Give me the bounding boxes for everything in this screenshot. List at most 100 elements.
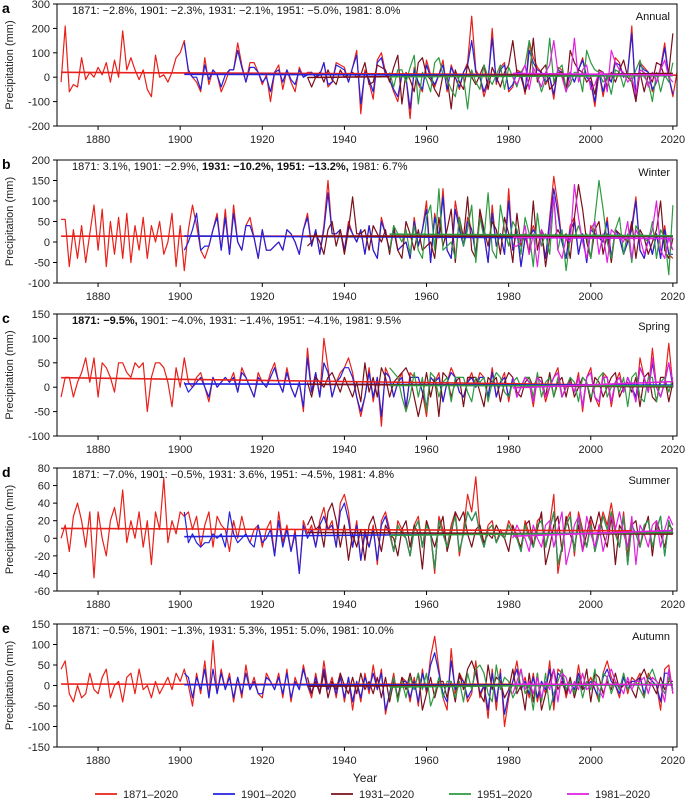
trend-value: 1981: 9.5% [345, 315, 401, 327]
series-group [61, 175, 674, 276]
plot-frame [56, 159, 678, 284]
y-tick-label: 80 [38, 463, 50, 475]
panel-letter: b [2, 156, 11, 172]
x-tick-label: 1920 [250, 444, 274, 456]
trend-value: 1931: 5.3%, [208, 625, 270, 637]
series-group [60, 635, 674, 728]
series-line-1931 [306, 502, 674, 570]
trend-value: 1901: −4.0%, [141, 315, 209, 327]
series-line-1981 [512, 37, 674, 95]
trend-line-1981 [512, 72, 673, 76]
y-tick-label: -100 [28, 278, 50, 290]
trend-value: 1871: −9.5%, [72, 315, 141, 327]
panel-a: a Precipitation (mm) -200 -100 0 100 200 300 188… [2, 0, 685, 146]
panel-letter: a [2, 0, 10, 16]
y-axis-label: Precipitation (mm) [4, 177, 16, 266]
legend: 1871–2020 1901–2020 1931–2020 1951–2020 1981… [95, 789, 650, 801]
y-tick-label: 150 [32, 619, 50, 631]
y-tick-label: 50 [38, 660, 50, 672]
trend-annotation: 1871: −0.5%, 1901: −1.3%, 1931: 5.3%, 19… [72, 625, 394, 637]
series-line-1871 [61, 175, 674, 272]
trend-value: 1871: 3.1%, [72, 161, 134, 173]
season-label: Summer [628, 475, 670, 487]
y-tick-label: 100 [32, 48, 50, 60]
trend-annotation: 1871: 3.1%, 1901: −2.9%, 1931: −10.2%, 1… [72, 161, 408, 173]
plot-frame [56, 623, 678, 748]
series-line-1871 [60, 476, 633, 579]
legend-label: 1981–2020 [595, 789, 650, 801]
trend-value: 1901: −2.3%, [140, 5, 208, 17]
x-tick-label: 1880 [86, 291, 110, 303]
panel-d: d Precipitation (mm) -60 -40 -20 0 20 40 60 80 188… [2, 463, 685, 611]
season-label: Spring [638, 321, 670, 333]
series-group [60, 476, 674, 579]
x-tick-label: 2020 [661, 444, 685, 456]
series-line-1981 [512, 511, 674, 566]
y-tick-label: 100 [32, 333, 50, 345]
trend-value: 1981: 6.7% [352, 161, 408, 173]
y-tick-label: 50 [38, 358, 50, 370]
trend-line-1981 [512, 529, 673, 538]
x-tick-label: 1960 [414, 755, 438, 767]
y-tick-label: -150 [28, 742, 50, 754]
y-tick-label: 200 [32, 23, 50, 35]
x-tick-label: 1900 [168, 599, 192, 611]
trend-value: 1931: −2.1%, [208, 5, 276, 17]
y-tick-label: 150 [32, 176, 50, 188]
y-tick-label: -200 [28, 121, 50, 133]
y-tick-label: -60 [34, 586, 50, 598]
x-tick-label: 1940 [332, 755, 356, 767]
season-label: Annual [636, 11, 670, 23]
series-line-1901 [183, 32, 674, 110]
series-line-1951 [389, 37, 674, 110]
x-tick-label: 1920 [250, 291, 274, 303]
y-tick-label: 0 [44, 382, 50, 394]
x-tick-label: 1920 [250, 134, 274, 146]
x-tick-label: 2020 [661, 134, 685, 146]
y-tick-label: -20 [34, 551, 50, 563]
panel-letter: c [2, 310, 10, 326]
y-tick-label: 0 [44, 72, 50, 84]
y-tick-label: 0 [44, 681, 50, 693]
plot-frame [56, 313, 678, 437]
panel-c: c Precipitation (mm) -100 -50 0 50 100 150 1880 1… [2, 309, 685, 456]
x-tick-label: 1880 [86, 599, 110, 611]
season-label: Winter [638, 167, 670, 179]
series-line-1901 [183, 652, 674, 715]
trend-line-1981 [512, 236, 673, 240]
x-tick-label: 1960 [414, 599, 438, 611]
plot-frame [56, 3, 678, 127]
y-tick-label: 100 [32, 640, 50, 652]
plot-frame [56, 467, 678, 592]
trend-line-1951 [389, 233, 673, 237]
trend-annotation: 1871: −9.5%, 1901: −4.0%, 1931: −1.4%, 1… [72, 315, 401, 327]
trend-value: 1901: −1.3%, [140, 625, 208, 637]
y-tick-label: -100 [28, 97, 50, 109]
trend-value: 1951: 5.0%, [270, 625, 332, 637]
trend-annotation: 1871: −7.0%, 1901: −0.5%, 1931: 3.6%, 19… [72, 469, 394, 481]
x-tick-label: 2020 [661, 755, 685, 767]
x-tick-label: 1880 [86, 444, 110, 456]
trend-value: 1981: 4.8% [338, 469, 394, 481]
panel-e: e Precipitation (mm) -150 -100 -50 0 50 100 150 1… [2, 619, 685, 767]
y-tick-label: 50 [38, 217, 50, 229]
y-tick-label: 100 [32, 196, 50, 208]
y-tick-label: -100 [28, 722, 50, 734]
y-tick-label: 20 [38, 516, 50, 528]
x-tick-label: 2020 [661, 599, 685, 611]
x-tick-label: 1960 [414, 291, 438, 303]
trend-annotation: 1871: −2.8%, 1901: −2.3%, 1931: −2.1%, 1… [72, 5, 401, 17]
x-tick-label: 1980 [496, 134, 520, 146]
trend-line-1951 [389, 74, 673, 78]
trend-value: 1871: −7.0%, [72, 469, 140, 481]
y-tick-label: 0 [44, 533, 50, 545]
x-tick-label: 1940 [332, 134, 356, 146]
legend-label: 1951–2020 [477, 789, 532, 801]
series-line-1981 [512, 184, 674, 268]
x-tick-label: 1960 [414, 134, 438, 146]
y-axis-label: Precipitation (mm) [4, 330, 16, 419]
legend-label: 1931–2020 [359, 789, 414, 801]
x-tick-label: 2000 [579, 291, 603, 303]
y-tick-label: -100 [28, 431, 50, 443]
